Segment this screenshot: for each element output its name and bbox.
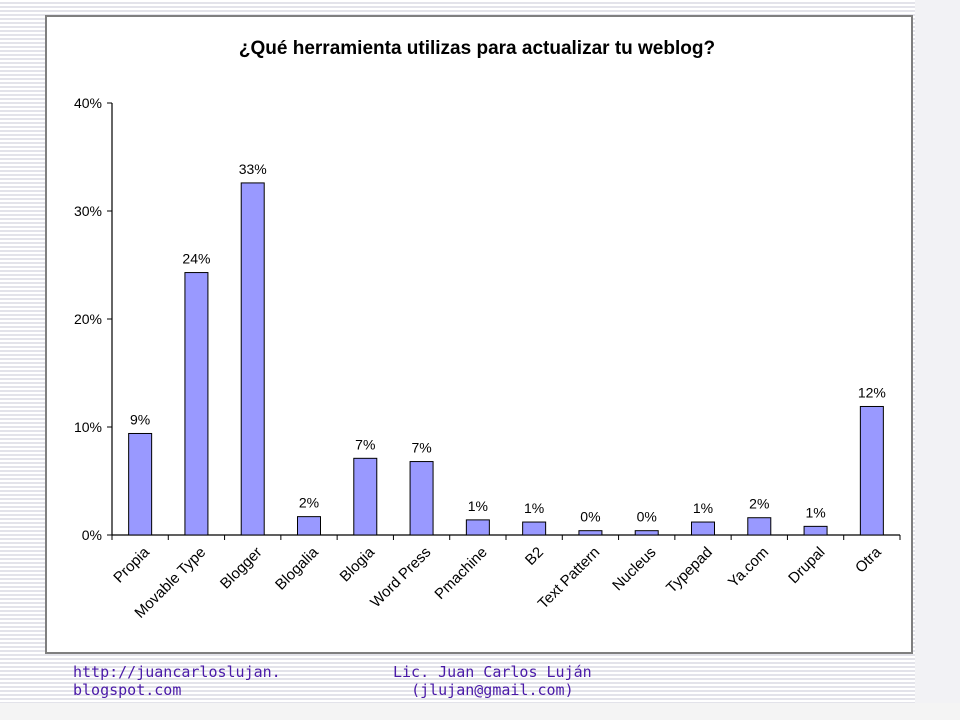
y-tick-label: 20% xyxy=(74,311,102,327)
chart-title: ¿Qué herramienta utilizas para actualiza… xyxy=(239,38,715,59)
data-label: 7% xyxy=(355,436,375,452)
bar xyxy=(634,530,659,536)
bar-chart: ¿Qué herramienta utilizas para actualiza… xyxy=(74,38,901,622)
bar xyxy=(747,517,772,536)
bar xyxy=(522,521,547,536)
data-label: 12% xyxy=(858,384,886,400)
chart-frame: ¿Qué herramienta utilizas para actualiza… xyxy=(45,15,913,654)
data-label: 2% xyxy=(299,495,319,511)
data-label: 7% xyxy=(411,440,431,456)
bar xyxy=(465,519,490,536)
x-tick-label: Blogger xyxy=(217,544,266,593)
x-tick-label: Typepad xyxy=(663,544,716,597)
x-tick-label: Word Press xyxy=(367,544,434,611)
x-tick-label: Blogalia xyxy=(272,543,322,593)
bar xyxy=(184,272,209,536)
y-tick-label: 30% xyxy=(74,203,102,219)
x-tick-label: Blogia xyxy=(337,543,379,585)
y-tick-label: 40% xyxy=(74,95,102,111)
data-label: 24% xyxy=(182,251,210,267)
x-tick-label: Otra xyxy=(852,543,885,576)
bar xyxy=(409,461,434,536)
bar xyxy=(859,405,884,536)
x-tick-label: Nucleus xyxy=(609,544,659,594)
y-tick-label: 10% xyxy=(74,419,102,435)
x-tick-label: Pmachine xyxy=(431,544,490,603)
x-tick-label: B2 xyxy=(522,544,547,569)
bar xyxy=(353,457,378,536)
bar xyxy=(691,521,715,536)
right-panel xyxy=(915,0,960,720)
footer-author: Lic. Juan Carlos Luján (jlujan@gmail.com… xyxy=(393,663,592,699)
data-label: 1% xyxy=(468,498,488,514)
data-label: 1% xyxy=(693,500,713,516)
x-tick-label: Ya.com xyxy=(725,544,772,591)
data-label: 33% xyxy=(239,161,267,177)
bar xyxy=(297,516,321,536)
bottom-panel xyxy=(0,703,960,720)
bar xyxy=(128,432,153,536)
footer-url: http://juancarloslujan. blogspot.com xyxy=(73,663,281,699)
data-label: 2% xyxy=(749,496,769,512)
data-label: 1% xyxy=(524,500,544,516)
bar xyxy=(240,182,265,536)
bar xyxy=(578,530,603,536)
data-label: 1% xyxy=(805,504,825,520)
bar xyxy=(803,525,828,536)
y-tick-label: 0% xyxy=(82,527,102,543)
data-label: 9% xyxy=(130,411,150,427)
x-tick-label: Drupal xyxy=(785,544,828,587)
x-tick-label: Propia xyxy=(110,543,153,586)
data-label: 0% xyxy=(580,509,600,525)
data-label: 0% xyxy=(637,509,657,525)
